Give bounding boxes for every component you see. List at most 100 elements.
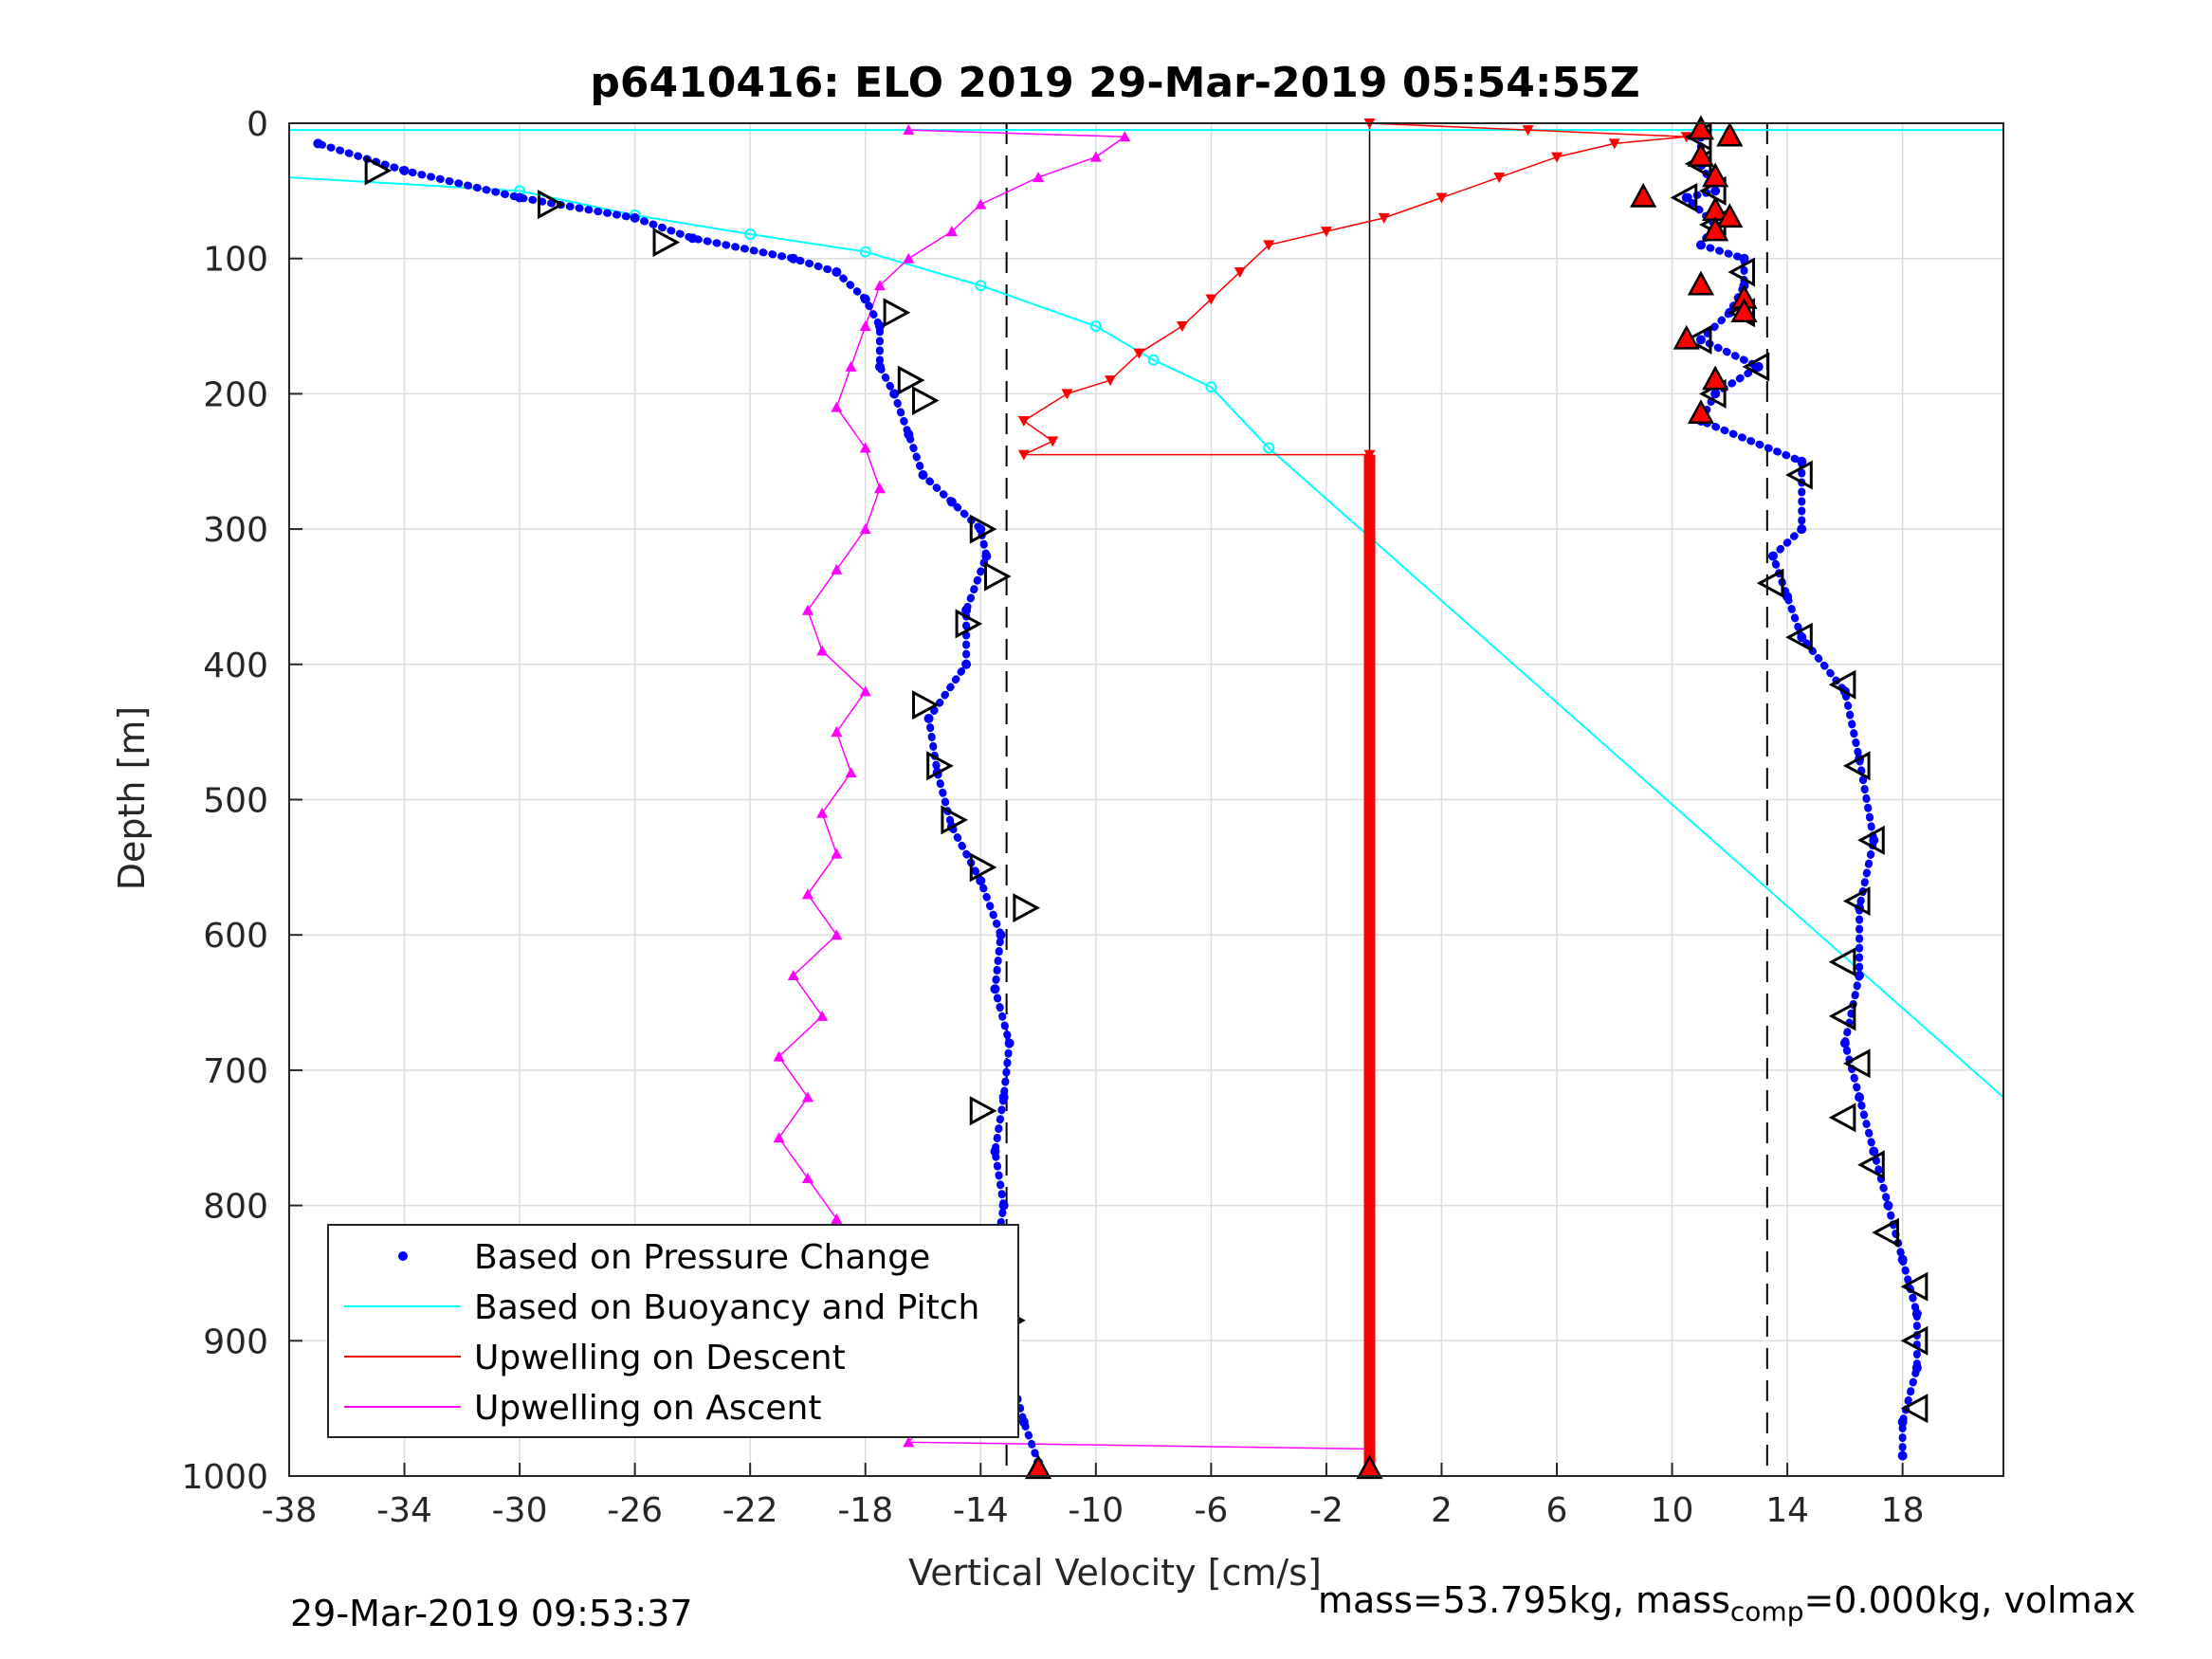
- footer-mass-info: mass=53.795kg, masscomp=0.000kg, volmax: [1318, 1579, 2135, 1628]
- footer-mass-suffix: =0.000kg, volmax: [1803, 1579, 2136, 1621]
- x-tick-label: 18: [1881, 1491, 1925, 1530]
- descent-open-triangle-marker: [1785, 460, 1813, 490]
- footer-mass-sub: comp: [1729, 1595, 1804, 1628]
- descent-upwelling-marker: [1133, 348, 1145, 359]
- ascent-upwelling-marker: [831, 401, 843, 412]
- descent-upwelling-marker: [1017, 415, 1030, 427]
- y-tick-label: 600: [203, 917, 268, 956]
- y-tick-label: 900: [203, 1322, 268, 1361]
- pressure-dot: [1695, 335, 1706, 345]
- pressure-dot: [1782, 592, 1793, 602]
- descent-upwelling-marker: [1047, 436, 1059, 447]
- ascent-upwelling-marker: [903, 124, 915, 136]
- ascent-open-triangle-marker: [1013, 893, 1041, 923]
- buoyancy-marker: [975, 280, 987, 292]
- descent-upwelling-marker: [1263, 240, 1275, 251]
- pressure-dot: [313, 138, 323, 149]
- pressure-dot: [998, 1092, 1009, 1103]
- legend: Based on Pressure Change Based on Buoyanc…: [327, 1224, 1019, 1438]
- pressure-dot: [1897, 1254, 1908, 1265]
- ascent-upwelling-marker: [859, 523, 871, 535]
- pressure-dot: [1739, 253, 1749, 264]
- descent-upwelling-marker: [1017, 449, 1030, 461]
- red-filled-triangle-marker: [1702, 365, 1729, 391]
- red-filled-triangle-marker: [1730, 298, 1758, 323]
- pressure-dot: [990, 1146, 1000, 1157]
- pressure-dot: [1883, 1200, 1893, 1211]
- ascent-upwelling-marker: [1119, 131, 1131, 142]
- descent-upwelling-marker: [1105, 375, 1117, 387]
- descent-open-triangle-marker: [1842, 886, 1871, 917]
- y-tick-label: 200: [203, 375, 268, 414]
- ascent-open-triangle-marker: [883, 298, 911, 328]
- buoyancy-marker: [744, 228, 757, 241]
- ascent-upwelling-marker: [801, 1173, 814, 1184]
- x-axis-label: Vertical Velocity [cm/s]: [908, 1552, 1322, 1594]
- ascent-open-triangle-marker: [897, 365, 925, 395]
- ascent-open-triangle-marker: [364, 155, 393, 186]
- pressure-dot: [918, 470, 928, 481]
- descent-open-triangle-marker: [1900, 1325, 1929, 1356]
- legend-label: Upwelling on Ascent: [474, 1389, 821, 1428]
- red-filled-triangle-marker: [1687, 399, 1715, 425]
- y-tick-label: 1000: [181, 1458, 268, 1497]
- descent-upwelling-marker: [1493, 173, 1506, 184]
- pressure-dot: [946, 497, 957, 507]
- pressure-dot: [1797, 524, 1807, 535]
- ascent-upwelling-marker: [773, 1132, 785, 1143]
- red-filled-triangle-marker: [1024, 1454, 1052, 1480]
- pressure-dot: [1897, 1416, 1908, 1427]
- red-filled-triangle-marker: [1630, 182, 1657, 208]
- x-tick-label: 10: [1651, 1491, 1694, 1530]
- red-filled-triangle-marker: [1716, 203, 1744, 228]
- ascent-upwelling-marker: [1089, 151, 1102, 162]
- descent-open-triangle-marker: [1728, 257, 1756, 287]
- ascent-upwelling-marker: [787, 970, 799, 981]
- buoyancy-marker: [1205, 381, 1217, 393]
- ascent-open-triangle-marker: [983, 561, 1012, 592]
- descent-open-triangle-marker: [1900, 1271, 1929, 1302]
- y-tick-label: 300: [203, 511, 268, 550]
- pressure-dot: [998, 1200, 1009, 1211]
- ascent-open-triangle-marker: [969, 514, 997, 544]
- buoyancy-marker: [1263, 442, 1275, 454]
- descent-open-triangle-marker: [1684, 324, 1712, 355]
- ascent-upwelling-marker: [831, 726, 843, 738]
- red-filled-triangle-marker: [1673, 324, 1700, 350]
- y-tick-label: 400: [203, 647, 268, 685]
- red-filled-triangle-marker: [1687, 270, 1715, 296]
- pressure-dot: [1753, 361, 1764, 372]
- ascent-upwelling-marker: [831, 848, 843, 859]
- chart-title: p6410416: ELO 2019 29-Mar-2019 05:54:55Z: [590, 59, 1639, 107]
- descent-open-triangle-marker: [1785, 622, 1813, 652]
- pressure-dot: [889, 389, 900, 399]
- x-tick-label: -6: [1194, 1491, 1228, 1530]
- legend-box: [327, 1224, 1019, 1438]
- descent-open-triangle-marker: [1670, 182, 1698, 213]
- red-filled-triangle-marker: [1356, 1454, 1383, 1480]
- ascent-upwelling-marker: [975, 198, 987, 210]
- y-tick-label: 800: [203, 1188, 268, 1227]
- pressure-dot: [1710, 186, 1721, 196]
- pressure-dot: [687, 233, 698, 244]
- ascent-open-triangle-marker: [926, 751, 954, 781]
- descent-upwelling-marker: [1061, 389, 1073, 400]
- tick-marks: [288, 122, 1904, 1477]
- descent-open-triangle-marker: [1742, 352, 1770, 382]
- buoyancy-marker: [1089, 320, 1102, 333]
- ascent-upwelling-marker: [903, 1436, 915, 1448]
- pressure-dot: [976, 524, 986, 535]
- pressure-dot: [1695, 240, 1706, 250]
- pressure-dot: [976, 876, 986, 886]
- pressure-dot: [788, 253, 798, 264]
- descent-open-triangle-marker: [1900, 1394, 1929, 1424]
- pressure-dot: [1897, 1450, 1908, 1461]
- ascent-upwelling-marker: [859, 685, 871, 697]
- descent-open-triangle-marker: [1756, 568, 1784, 598]
- pressure-dot: [1869, 1146, 1879, 1157]
- x-tick-label: -26: [607, 1491, 663, 1530]
- descent-upwelling-stack: [1363, 454, 1376, 1476]
- ascent-open-triangle-marker: [912, 386, 940, 416]
- pressure-dot: [860, 294, 870, 304]
